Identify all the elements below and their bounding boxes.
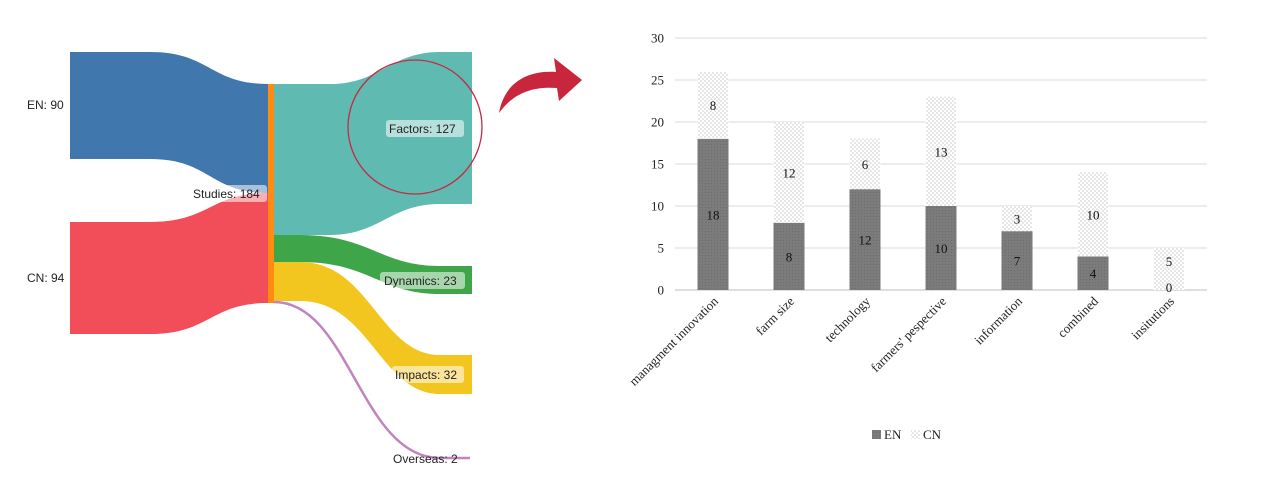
bar-value-label-en: 7 <box>1014 254 1021 269</box>
sankey-label-overseas: Overseas: 2 <box>393 452 458 466</box>
x-axis-labels: managment innovation farm size technologyf… <box>626 293 1177 388</box>
bar-value-label-en: 8 <box>786 249 793 264</box>
bar-value-label-cn: 3 <box>1014 212 1021 227</box>
bar-value-label-en: 4 <box>1090 266 1097 281</box>
arrow-icon <box>499 58 582 113</box>
bar-segment-cn <box>1153 248 1185 290</box>
bar-value-label-cn: 5 <box>1166 254 1173 269</box>
x-tick-label: information <box>971 293 1025 347</box>
sankey-dynamics-label-bg <box>380 272 465 289</box>
sankey-hub-node <box>268 84 274 303</box>
bar-value-label-en: 12 <box>859 233 872 248</box>
y-tick-label: 5 <box>658 241 665 256</box>
y-tick-label: 20 <box>651 115 664 130</box>
bar-segment-cn <box>1077 172 1109 257</box>
sankey-flow-overseas <box>273 300 470 460</box>
bar-segment-cn <box>697 71 729 139</box>
bar-segment-cn <box>925 96 957 206</box>
x-tick-label: managment innovation <box>626 293 721 388</box>
bar-value-label-cn: 8 <box>710 98 717 113</box>
bar-segment-en <box>773 222 805 290</box>
sankey-label-impacts: Impacts: 32 <box>395 368 457 382</box>
y-tick-label: 15 <box>651 157 664 172</box>
sankey-impacts-label-bg <box>392 366 464 383</box>
legend-label-cn: CN <box>923 427 942 442</box>
bar-value-label-cn: 6 <box>862 157 869 172</box>
bar-value-label-en: 10 <box>935 241 948 256</box>
sankey-hub-label-bg <box>191 185 267 202</box>
x-tick-label: insitutions <box>1128 294 1177 343</box>
bar-value-label-en: 18 <box>707 207 720 222</box>
sankey-label-studies: Studies: 184 <box>193 187 260 201</box>
bar-segment-cn <box>849 138 881 190</box>
bar-segment-en <box>1001 231 1033 290</box>
x-tick-label: farmers' pespective <box>868 293 950 375</box>
sankey-flow-en <box>70 52 268 193</box>
x-tick-label: combined <box>1054 293 1101 340</box>
sankey-label-dynamics: Dynamics: 23 <box>384 274 457 288</box>
bars: 18 8 8 12 12 6 10 13 7 3 4 10 0 5 <box>697 71 1185 295</box>
sankey-diagram: EN: 90 CN: 94 Studies: 184 Factors: 127 … <box>27 52 483 466</box>
y-tick-label: 10 <box>651 199 664 214</box>
sankey-factors-label-bg <box>386 120 464 137</box>
sankey-flow-impacts <box>274 262 472 394</box>
bar-segment-en <box>925 206 957 290</box>
bar-value-label-cn: 12 <box>783 165 796 180</box>
legend-swatch-en <box>872 430 881 439</box>
highlight-circle <box>347 59 483 195</box>
legend-label-en: EN <box>884 427 902 442</box>
curved-arrow <box>499 58 582 113</box>
bar-segment-cn <box>1001 206 1033 232</box>
sankey-label-factors: Factors: 127 <box>389 122 456 136</box>
bar-value-label-en: 0 <box>1166 280 1173 295</box>
bar-segment-en <box>1077 256 1109 290</box>
y-tick-label: 25 <box>651 73 664 88</box>
y-tick-label: 30 <box>651 31 664 46</box>
bar-value-label-cn: 13 <box>935 144 948 159</box>
y-axis-ticks: 0 5 10 15 20 25 30 <box>651 31 664 298</box>
legend: EN CN <box>872 427 942 442</box>
stacked-bar-chart: 0 5 10 15 20 25 30 18 8 8 12 12 6 10 13 7 3 4 10 0 5 managm… <box>626 31 1207 442</box>
sankey-label-en: EN: 90 <box>27 98 64 112</box>
bar-value-label-cn: 10 <box>1087 207 1100 222</box>
x-tick-label: farm size <box>753 293 798 338</box>
bar-segment-en <box>849 189 881 290</box>
sankey-flow-cn <box>70 193 268 334</box>
bar-segment-cn <box>773 122 805 223</box>
legend-swatch-cn <box>911 430 920 439</box>
bar-segment-en <box>697 138 729 290</box>
sankey-label-cn: CN: 94 <box>27 271 65 285</box>
sankey-flow-factors <box>274 52 472 235</box>
y-tick-label: 0 <box>658 283 665 298</box>
x-tick-label: technology <box>822 293 874 345</box>
